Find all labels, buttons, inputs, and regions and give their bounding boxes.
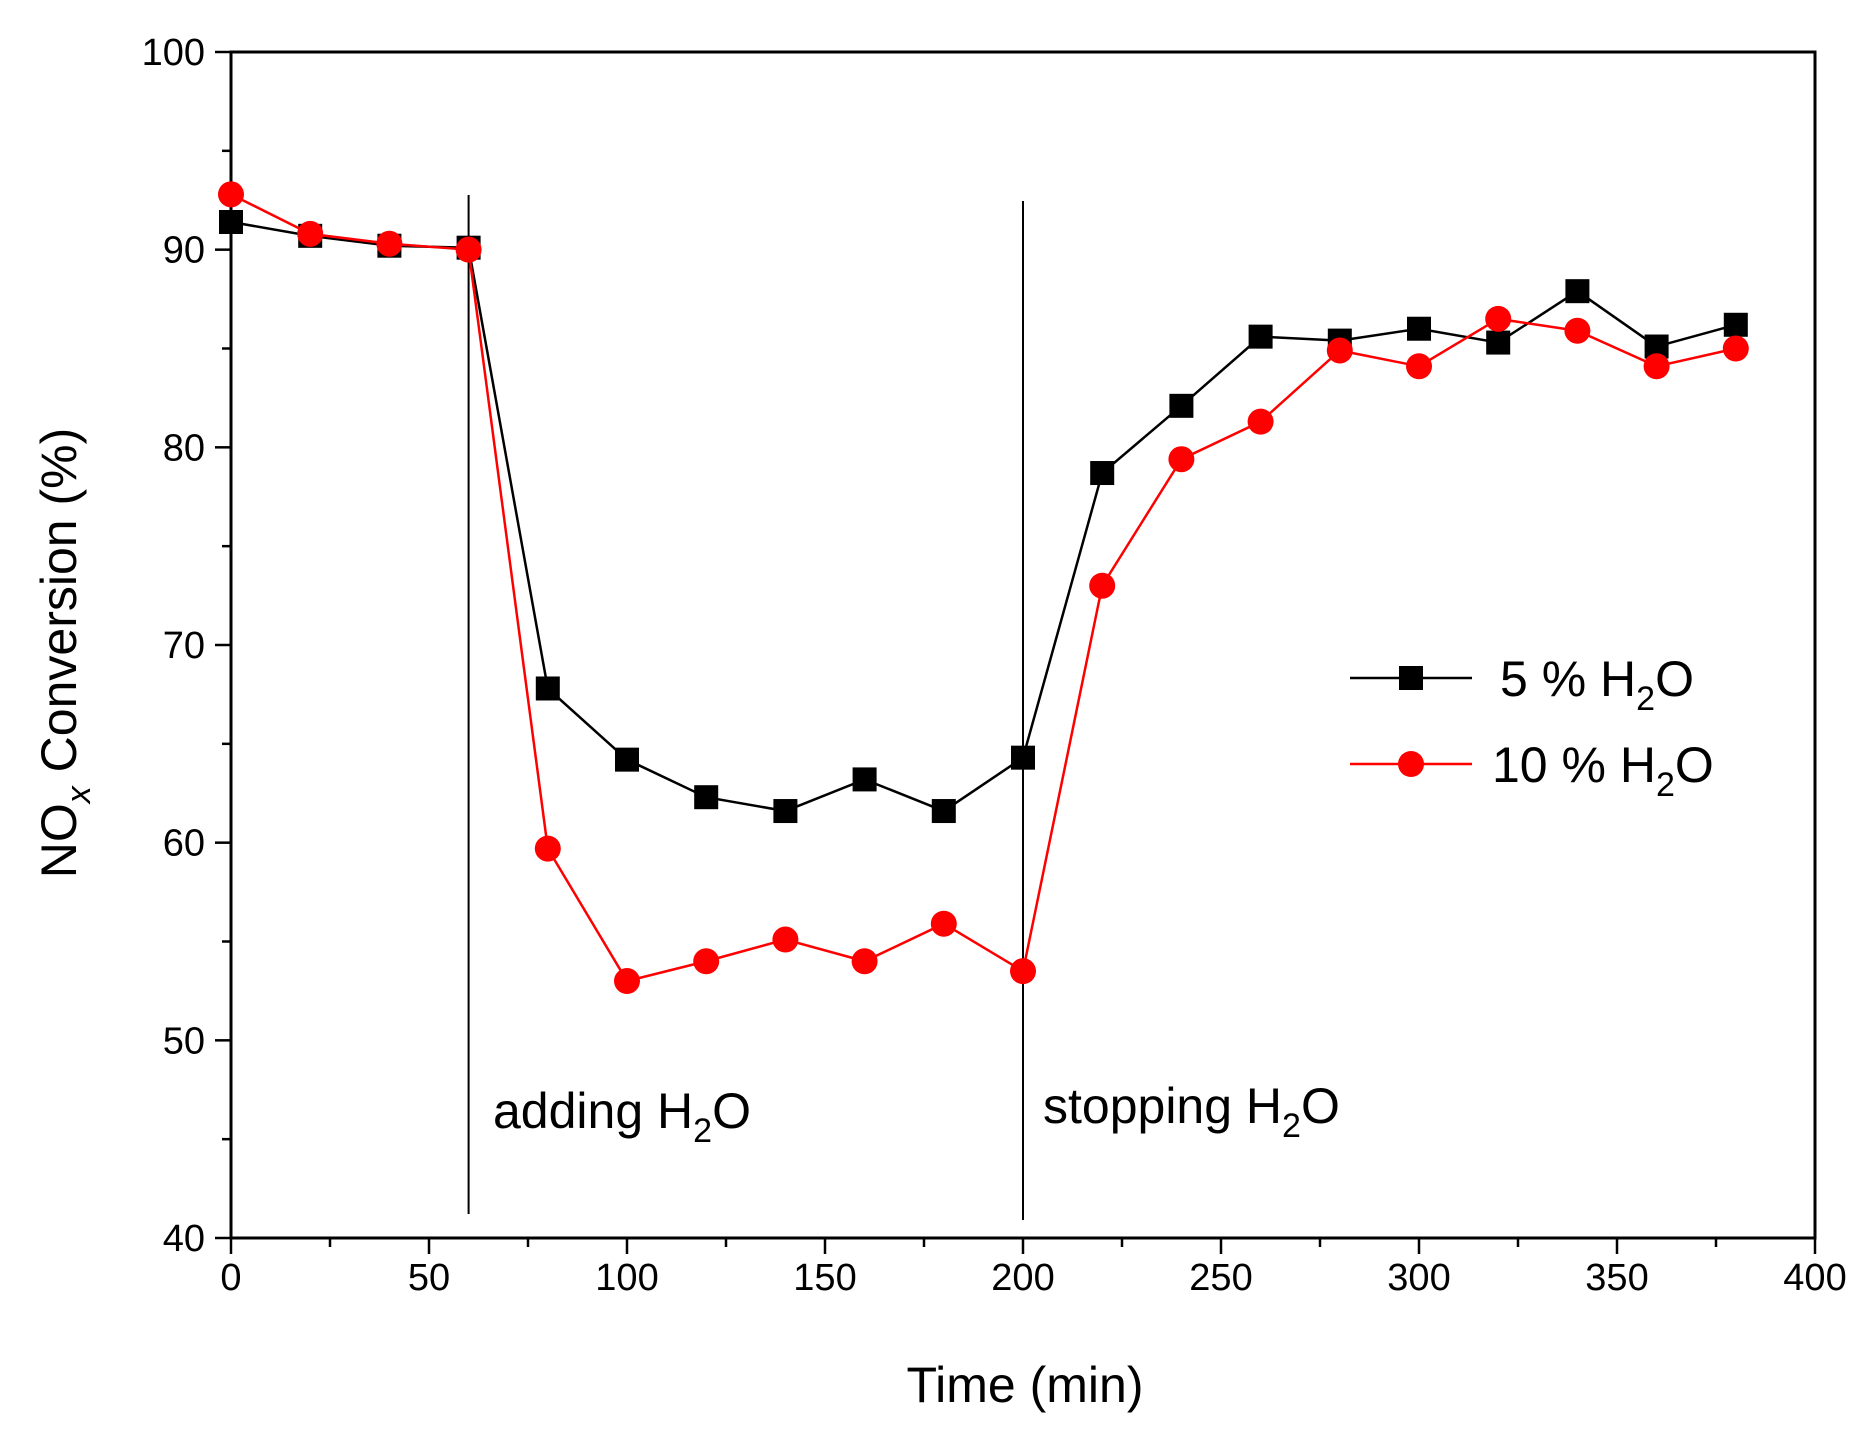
data-point-circle [218,181,244,208]
data-point-square [535,676,560,701]
x-tick-label: 300 [1387,1257,1450,1299]
y-tick-label: 60 [163,823,205,865]
data-point-circle [930,910,957,937]
x-tick-label: 400 [1783,1257,1846,1299]
y-tick-label: 90 [163,230,205,272]
legend-item-10pct-h2o: 10 % H2O [1350,737,1714,804]
data-point-square [773,799,798,824]
y-tick-label: 40 [163,1218,205,1260]
data-point-circle [772,926,799,953]
y-tick-label: 50 [163,1020,205,1062]
legend: 5 % H2O 10 % H2O [1350,651,1714,804]
data-point-circle [1722,335,1749,362]
x-tick-label: 250 [1189,1257,1252,1299]
x-axis-title: Time (min) [906,1357,1143,1413]
data-point-square [931,799,956,824]
series-line [230,220,1737,813]
event-lines [467,195,1024,1220]
y-tick-label: 100 [142,32,205,74]
series-10pct-h2o [218,181,1749,995]
annotation-stopping-h2o: stopping H2O [1043,1078,1340,1145]
y-tick-label: 80 [163,427,205,469]
data-point-square [1090,461,1115,486]
data-point-square [1248,324,1273,349]
legend-item-5pct-h2o: 5 % H2O [1350,651,1694,718]
legend-label-10pct: 10 % H2O [1492,737,1714,804]
data-point-square [1486,330,1511,355]
data-point-circle [1485,305,1512,332]
data-point-circle [1643,353,1670,380]
annotations: adding H2O stopping H2O [493,1078,1340,1150]
x-tick-label: 100 [595,1257,658,1299]
y-axis-title: NOx Conversion (%) [31,428,98,878]
x-tick-label: 50 [408,1257,450,1299]
data-point-circle [1326,337,1353,364]
y-tick-label: 70 [163,625,205,667]
data-point-circle [1247,408,1274,435]
x-tick-label: 350 [1585,1257,1648,1299]
data-point-square [1169,393,1194,418]
data-point-circle [1406,353,1432,380]
series-line [230,193,1737,983]
legend-marker-square [1399,666,1423,690]
data-point-circle [1168,446,1195,473]
data-point-square [615,747,639,772]
axes: 0 50 100 150 200 250 300 350 400 40 50 60 70 80 90 100 [142,32,1847,1299]
data-point-square [219,209,243,234]
data-point-circle [614,968,640,995]
data-point-circle [851,948,878,975]
x-tick-label: 0 [220,1257,241,1299]
legend-label-5pct: 5 % H2O [1500,651,1694,718]
annotation-adding-h2o: adding H2O [493,1083,751,1150]
data-point-square [694,785,719,810]
data-point-circle [1010,958,1036,985]
legend-marker-circle [1398,751,1424,777]
data-point-circle [1089,572,1116,599]
x-tick-label: 200 [991,1257,1054,1299]
data-point-circle [376,230,403,257]
data-point-square [1723,312,1748,337]
data-point-square [1407,316,1431,341]
data-point-circle [693,948,720,975]
series-group [218,181,1749,995]
data-point-square [852,767,877,792]
data-point-circle [534,835,561,862]
series-5pct-h2o [219,209,1748,824]
data-point-circle [455,236,482,263]
data-point-square [1565,279,1590,304]
x-tick-label: 150 [793,1257,856,1299]
data-point-square [1011,745,1035,770]
data-point-circle [297,220,324,247]
data-point-circle [1564,317,1591,344]
axis-titles: Time (min) NOx Conversion (%) [31,428,1144,1413]
